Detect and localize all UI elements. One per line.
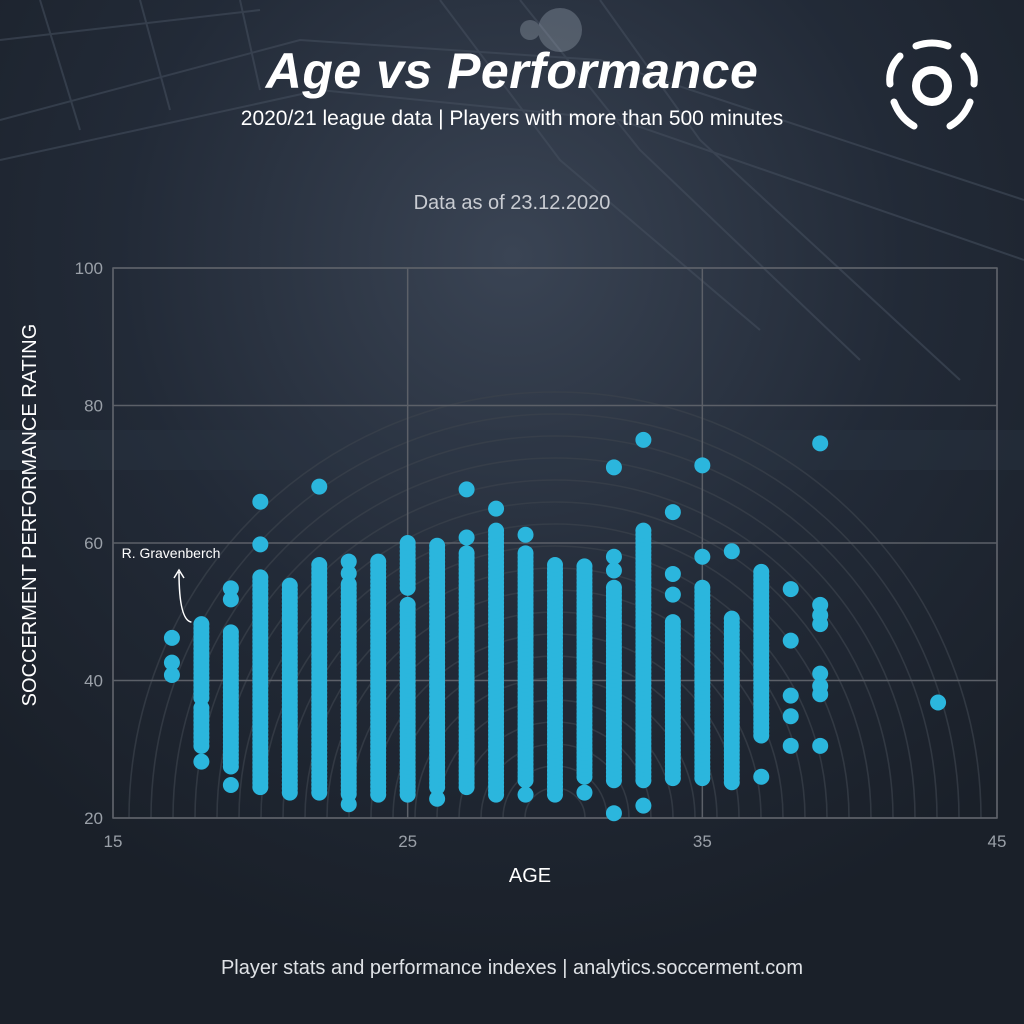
data-point <box>429 537 446 554</box>
data-point <box>930 694 947 711</box>
data-point <box>370 553 387 570</box>
y-tick-label: 80 <box>84 397 103 416</box>
background-arc <box>128 391 982 819</box>
annotation-arrow <box>173 568 192 623</box>
data-point <box>576 558 593 575</box>
data-point <box>252 536 269 553</box>
data-point <box>517 786 534 803</box>
data-point <box>163 667 180 683</box>
data-point <box>635 431 652 448</box>
data-point <box>605 548 622 565</box>
data-point <box>488 500 505 517</box>
data-point <box>281 577 298 594</box>
data-point <box>163 629 180 646</box>
data-point <box>222 591 239 608</box>
chart-subtitle: 2020/21 league data | Players with more … <box>240 107 784 130</box>
annotation: R. Gravenberch <box>122 545 221 623</box>
data-point <box>812 435 829 452</box>
data-point <box>723 610 740 627</box>
data-point <box>517 545 534 562</box>
data-point <box>694 548 711 565</box>
y-tick-label: 60 <box>84 534 103 553</box>
data-point <box>222 580 239 597</box>
data-point <box>163 654 180 671</box>
data-point <box>193 616 210 633</box>
data-points <box>163 431 947 822</box>
data-point <box>340 576 357 593</box>
data-point <box>753 768 770 785</box>
data-point <box>664 586 681 603</box>
data-point <box>605 459 622 476</box>
data-point <box>488 522 505 539</box>
chart-title: Age vs Performance <box>265 43 759 99</box>
data-point <box>340 553 357 570</box>
background-arc <box>172 435 938 819</box>
data-point <box>605 805 622 822</box>
y-tick-label: 40 <box>84 672 103 691</box>
data-point <box>576 784 593 801</box>
x-tick-label: 45 <box>988 832 1007 851</box>
data-point <box>252 569 269 586</box>
data-point <box>782 687 799 704</box>
data-point <box>547 557 563 573</box>
data-point <box>812 678 829 694</box>
data-point <box>340 796 357 813</box>
data-point <box>311 478 328 495</box>
y-tick-label: 100 <box>75 259 103 278</box>
data-point <box>812 596 829 613</box>
annotation-label: R. Gravenberch <box>122 545 221 561</box>
soccerment-logo-icon <box>886 39 978 130</box>
data-point <box>458 545 475 562</box>
x-tick-label: 35 <box>693 832 712 851</box>
data-point <box>782 632 799 649</box>
data-point <box>694 579 711 596</box>
data-point <box>782 708 799 725</box>
data-point <box>664 565 681 582</box>
data-point <box>605 579 622 596</box>
data-date-label: Data as of 23.12.2020 <box>413 192 611 214</box>
data-point <box>399 535 416 551</box>
data-point <box>782 737 799 754</box>
x-tick-label: 15 <box>104 832 123 851</box>
data-point <box>635 797 652 814</box>
y-axis-label: SOCCERMENT PERFORMANCE RATING <box>19 324 41 707</box>
data-point <box>517 526 534 543</box>
data-point <box>605 562 622 579</box>
data-point <box>193 753 210 770</box>
data-point <box>782 581 799 598</box>
data-point <box>694 457 711 474</box>
data-point <box>429 790 446 807</box>
footer-text: Player stats and performance indexes | a… <box>220 957 804 979</box>
data-point <box>458 481 475 498</box>
data-point <box>753 563 770 580</box>
data-point <box>812 737 829 754</box>
data-point <box>311 557 328 573</box>
data-point <box>635 522 652 539</box>
x-axis-label: AGE <box>509 865 551 887</box>
background-arc <box>238 501 872 819</box>
data-point <box>664 504 681 521</box>
data-point <box>252 493 269 510</box>
data-point <box>812 665 829 682</box>
data-point <box>723 543 740 560</box>
x-tick-label: 25 <box>398 832 417 851</box>
data-point <box>222 777 239 793</box>
data-point <box>664 614 681 631</box>
tick-labels: 20 40 60 80 100 15 25 35 45 <box>75 259 1007 851</box>
data-point <box>340 565 357 582</box>
data-point <box>399 596 416 613</box>
data-point <box>222 624 239 641</box>
data-point <box>458 529 475 546</box>
y-tick-label: 20 <box>84 809 103 828</box>
